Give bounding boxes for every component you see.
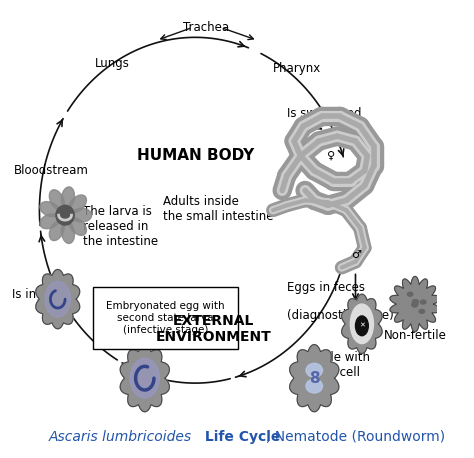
Text: Lungs: Lungs <box>95 57 130 70</box>
Ellipse shape <box>69 218 86 235</box>
Ellipse shape <box>409 310 415 314</box>
Polygon shape <box>342 294 382 354</box>
Text: Is ingested: Is ingested <box>12 288 76 301</box>
Text: ✕: ✕ <box>359 323 365 329</box>
Ellipse shape <box>40 214 59 229</box>
Ellipse shape <box>407 294 413 298</box>
Ellipse shape <box>350 304 374 344</box>
Text: Ascaris lumbricoides: Ascaris lumbricoides <box>48 431 191 444</box>
Polygon shape <box>290 344 339 412</box>
Ellipse shape <box>72 208 91 222</box>
Ellipse shape <box>62 187 74 208</box>
Text: Embryonated egg with
second state larva
(infective stage): Embryonated egg with second state larva … <box>106 301 225 334</box>
Text: The larva is
released in
the intestine: The larva is released in the intestine <box>83 205 158 248</box>
Ellipse shape <box>409 308 414 312</box>
Text: Bloodstream: Bloodstream <box>14 164 89 177</box>
Text: Adults inside
the small intestine: Adults inside the small intestine <box>163 196 273 224</box>
Ellipse shape <box>418 305 423 309</box>
Ellipse shape <box>405 300 410 304</box>
Text: ♂: ♂ <box>351 250 361 260</box>
Text: , Nematode (Roundworm): , Nematode (Roundworm) <box>266 431 445 444</box>
Ellipse shape <box>40 202 59 217</box>
Text: Eggs in feces: Eggs in feces <box>287 281 365 294</box>
Text: Trachea: Trachea <box>183 21 229 33</box>
Text: Life Cycle: Life Cycle <box>200 431 280 444</box>
Ellipse shape <box>62 222 74 244</box>
Ellipse shape <box>45 281 71 317</box>
Polygon shape <box>390 277 440 332</box>
Text: Non-fertile: Non-fertile <box>383 329 447 342</box>
Ellipse shape <box>130 359 159 398</box>
Ellipse shape <box>49 221 64 240</box>
Text: Fertile with
one cell: Fertile with one cell <box>304 350 370 378</box>
Text: ♀: ♀ <box>327 151 335 161</box>
Text: (diagnostic stage): (diagnostic stage) <box>287 309 393 322</box>
Ellipse shape <box>306 379 322 393</box>
Ellipse shape <box>415 311 420 315</box>
Ellipse shape <box>417 306 422 311</box>
Text: Pharynx: Pharynx <box>273 62 321 75</box>
Ellipse shape <box>306 363 322 377</box>
Text: Is swallowed: Is swallowed <box>287 107 361 120</box>
Ellipse shape <box>356 316 368 336</box>
Polygon shape <box>36 269 80 329</box>
Polygon shape <box>120 344 169 412</box>
Text: 8: 8 <box>309 371 319 386</box>
Ellipse shape <box>69 195 86 213</box>
Text: HUMAN BODY: HUMAN BODY <box>137 148 254 164</box>
FancyBboxPatch shape <box>92 287 238 349</box>
Ellipse shape <box>415 301 421 305</box>
Circle shape <box>56 205 74 225</box>
Text: EXTERNAL
ENVIRONMENT: EXTERNAL ENVIRONMENT <box>155 314 271 344</box>
Ellipse shape <box>49 190 64 210</box>
